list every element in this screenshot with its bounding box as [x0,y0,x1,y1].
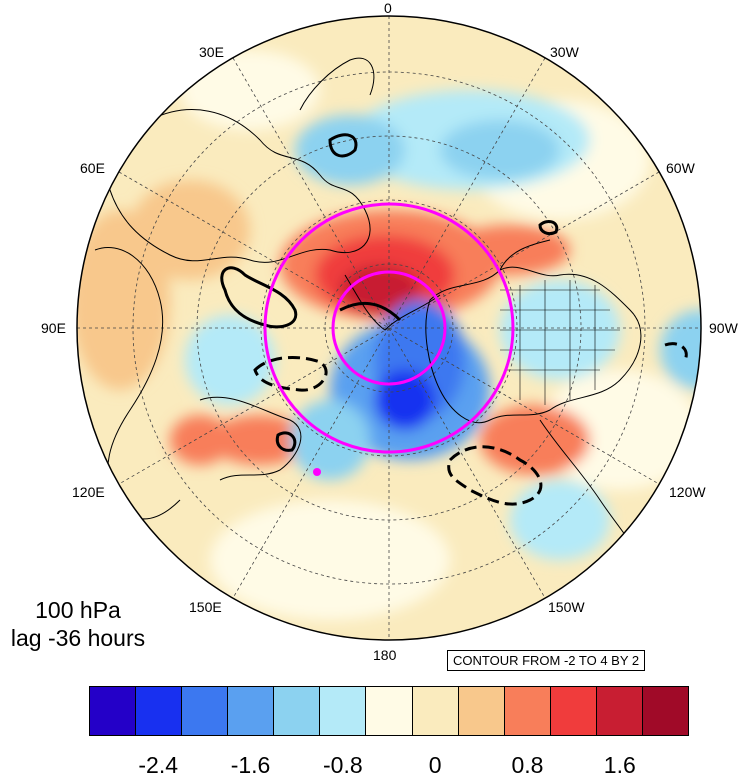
colorbar-swatch [504,687,551,735]
colorbar-swatch [642,687,689,735]
graticule [77,16,701,640]
colorbar-tick-label: -0.8 [323,752,363,778]
longitude-label-30w: 30W [550,44,579,60]
colorbar-swatch [458,687,505,735]
longitude-label-90w: 90W [709,320,738,336]
contour-info-box: CONTOUR FROM -2 TO 4 BY 2 [447,650,646,671]
longitude-label-30e: 30E [199,44,224,60]
magenta-reference-circles [263,202,515,454]
negative-contours [253,342,688,506]
colorbar [89,686,689,736]
colorbar-tick-label: 0 [428,752,442,778]
colorbar-tick-label: -1.6 [230,752,271,778]
map-border [76,15,702,641]
longitude-label-150w: 150W [548,599,585,615]
colorbar-swatch [366,687,413,735]
colorbar-swatch [90,687,137,735]
colorbar-swatch [228,687,275,735]
longitude-label-60e: 60E [80,160,105,176]
pressure-level: 100 hPa [35,597,121,623]
longitude-label-90e: 90E [41,320,66,336]
longitude-label-120e: 120E [72,484,105,500]
colorbar-swatch [320,687,367,735]
lag-label: lag -36 hours [10,625,146,651]
magenta-marker-point [313,468,321,476]
longitude-label-150e: 150E [189,599,222,615]
grid-lines-north-america [500,280,620,405]
positive-contours [220,133,559,452]
colorbar-swatch [182,687,229,735]
longitude-label-0: 0 [384,0,392,16]
longitude-label-120w: 120W [669,484,706,500]
colorbar-tick-label: 0.8 [511,752,544,778]
shaded-field [77,16,701,640]
colorbar-swatch [136,687,183,735]
longitude-label-60w: 60W [666,160,695,176]
colorbar-tick-label: 1.6 [603,752,636,778]
colorbar-swatch [596,687,643,735]
panel-label: 100 hPa lag -36 hours [0,596,156,652]
colorbar-swatch [412,687,459,735]
longitude-label-180: 180 [373,647,397,663]
colorbar-tick-label: -2.4 [138,752,179,778]
colorbar-swatch [550,687,597,735]
colorbar-swatch [274,687,321,735]
